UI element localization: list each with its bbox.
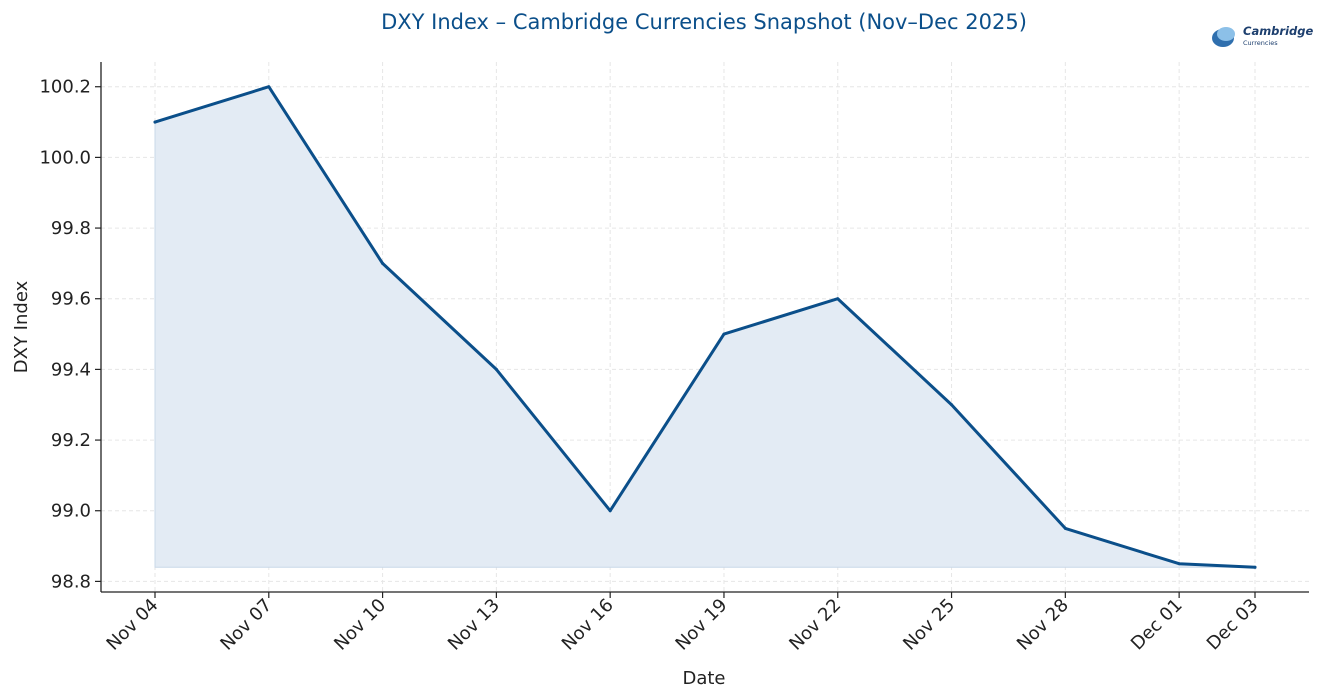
data-point <box>494 367 498 371</box>
area-fill <box>154 86 1256 568</box>
x-tick-label: Nov 19 <box>672 595 732 655</box>
x-axis-label: Date <box>682 668 725 689</box>
data-point <box>267 85 271 89</box>
x-tick-label: Nov 13 <box>444 595 504 655</box>
x-tick-label: Dec 03 <box>1203 595 1263 655</box>
y-tick-label: 100.0 <box>39 147 91 168</box>
y-tick-label: 100.2 <box>39 77 91 98</box>
y-tick-label: 99.2 <box>51 430 91 451</box>
data-point <box>1177 562 1181 566</box>
y-tick-label: 98.8 <box>51 571 91 592</box>
cambridge-logo: Cambridge Currencies <box>1212 24 1313 47</box>
x-tick-label: Nov 22 <box>785 595 845 655</box>
y-ticks: 98.8 99.0 99.2 99.4 99.6 99.8 100.0 100.2 <box>39 77 101 592</box>
x-tick-label: Nov 04 <box>103 595 163 655</box>
y-tick-label: 99.6 <box>51 289 91 310</box>
x-tick-label: Dec 01 <box>1127 595 1187 655</box>
data-point <box>153 120 157 124</box>
data-point <box>1063 526 1067 530</box>
x-tick-label: Nov 07 <box>216 595 276 655</box>
chart-title: DXY Index – Cambridge Currencies Snapsho… <box>381 10 1027 34</box>
y-tick-label: 99.4 <box>51 359 91 380</box>
axes <box>100 62 1309 593</box>
x-tick-label: Nov 28 <box>1013 595 1073 655</box>
logo-subname: Currencies <box>1243 39 1278 47</box>
y-tick-label: 99.8 <box>51 218 91 239</box>
x-tick-label: Nov 25 <box>899 595 959 655</box>
logo-highlight-icon <box>1217 27 1235 41</box>
data-point <box>608 509 612 513</box>
logo-name: Cambridge <box>1243 24 1313 38</box>
y-axis-label: DXY Index <box>11 280 32 373</box>
x-tick-label: Nov 10 <box>330 595 390 655</box>
x-tick-label: Nov 16 <box>558 595 618 655</box>
data-point <box>381 261 385 265</box>
series-line-layer <box>153 85 1257 569</box>
x-ticks: Nov 04 Nov 07 Nov 10 Nov 13 Nov 16 Nov 19 Nov … <box>103 592 1263 655</box>
area-fill-layer <box>154 86 1256 568</box>
data-point <box>950 403 954 407</box>
y-tick-label: 99.0 <box>51 501 91 522</box>
data-point <box>722 332 726 336</box>
data-point <box>1253 565 1257 569</box>
data-point <box>836 297 840 301</box>
